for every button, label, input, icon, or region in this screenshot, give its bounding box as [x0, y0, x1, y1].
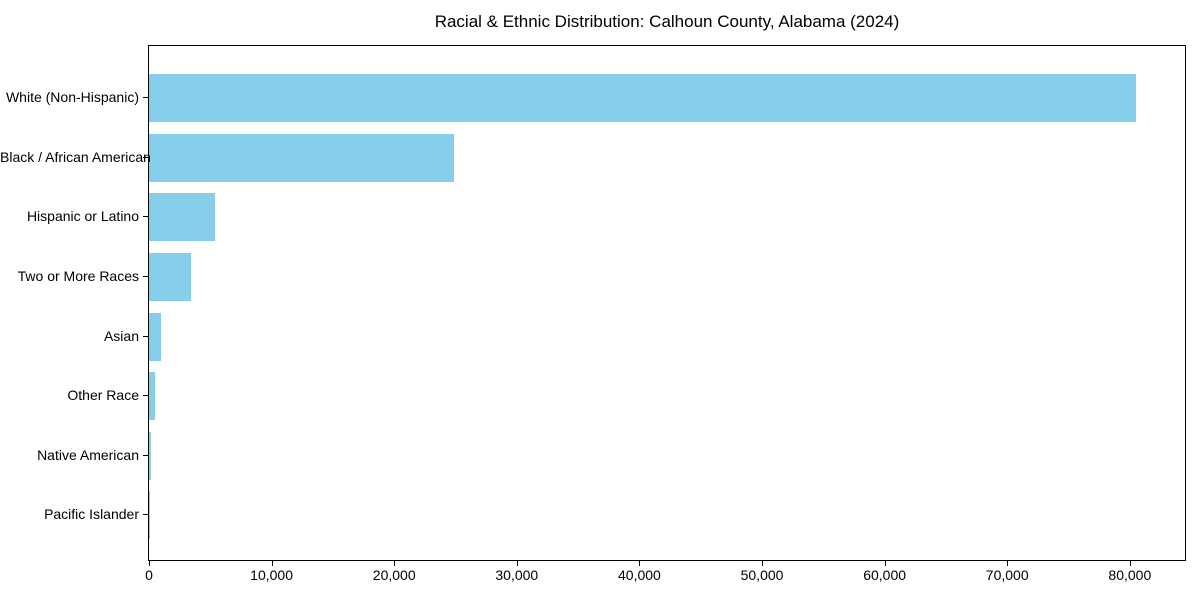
x-tick-mark	[149, 561, 150, 566]
x-tick-mark	[762, 561, 764, 566]
y-tick-mark	[143, 335, 148, 337]
x-tick-label: 50,000	[740, 567, 784, 583]
x-tick-label: 0	[145, 567, 153, 583]
x-tick-mark	[271, 561, 273, 566]
x-tick-mark	[884, 561, 886, 566]
y-tick-label: Native American	[37, 446, 139, 463]
x-tick-label: 20,000	[372, 567, 416, 583]
y-tick-label: Asian	[103, 327, 139, 344]
x-tick-mark	[394, 561, 396, 566]
x-tick-mark	[1129, 561, 1131, 566]
y-tick-label: White (Non-Hispanic)	[5, 89, 139, 105]
y-tick-mark	[143, 216, 148, 218]
bar	[149, 491, 150, 540]
y-tick-mark	[143, 514, 148, 516]
bar	[149, 431, 152, 480]
bar	[149, 133, 455, 182]
bar	[149, 74, 1136, 122]
y-tick-mark	[143, 275, 148, 277]
x-tick-mark	[639, 561, 641, 566]
bar	[149, 193, 216, 242]
y-tick-mark	[143, 395, 148, 397]
x-tick-label: 40,000	[617, 567, 661, 583]
y-tick-label: Hispanic or Latino	[26, 208, 139, 225]
bar	[149, 252, 192, 301]
x-tick-label: 70,000	[985, 567, 1029, 583]
x-tick-mark	[1007, 561, 1009, 566]
x-tick-mark	[516, 561, 518, 566]
x-tick-label: 10,000	[250, 567, 294, 583]
plot-area	[148, 45, 1186, 561]
y-tick-label: Black / African American	[0, 148, 151, 165]
bar	[149, 372, 155, 421]
bar	[149, 312, 161, 361]
y-tick-label: Pacific Islander	[44, 506, 139, 523]
y-tick-mark	[143, 454, 148, 456]
x-tick-label: 80,000	[1108, 567, 1152, 583]
chart-title: Racial & Ethnic Distribution: Calhoun Co…	[434, 12, 900, 31]
y-tick-mark	[143, 156, 148, 158]
x-tick-label: 30,000	[495, 567, 539, 583]
y-tick-label: Other Race	[67, 387, 139, 404]
x-tick-label: 60,000	[863, 567, 907, 583]
y-tick-label: Two or More Races	[17, 267, 139, 284]
y-tick-mark	[143, 97, 148, 98]
